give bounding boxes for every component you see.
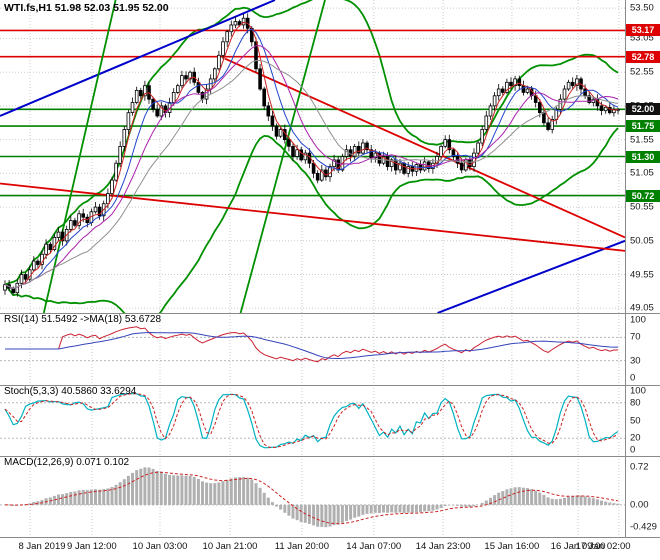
- chart-title: WTI.fs,H1 51.98 52.03 51.95 52.00: [4, 2, 169, 14]
- axis-tick-label: 50.55: [630, 201, 654, 213]
- time-label: 9 Jan 12:00: [67, 541, 117, 552]
- price-level-badge: 51.30: [626, 150, 660, 163]
- axis-tick-label: 49.55: [630, 269, 654, 281]
- time-label: 14 Jan 23:00: [415, 541, 471, 552]
- rsi-panel: RSI(14) 51.5492 ->MA(18) 53.6728 100 70 30…: [0, 313, 660, 385]
- panel-separator[interactable]: [0, 313, 660, 314]
- axis-tick-label: 0.00: [630, 499, 649, 511]
- axis-tick-label: 20: [630, 432, 641, 444]
- time-axis[interactable]: 8 Jan 2019 9 Jan 12:00 10 Jan 03:00 10 Jan …: [0, 537, 660, 560]
- rsi-axis: 100 70 30 0: [626, 313, 660, 385]
- macd-canvas[interactable]: [0, 456, 660, 537]
- price-chart-canvas[interactable]: [0, 0, 660, 313]
- time-label: 17 Jan 02:00: [575, 541, 631, 552]
- axis-tick-label: 100: [630, 385, 646, 397]
- axis-tick-label: 51.55: [630, 134, 654, 146]
- panel-separator[interactable]: [0, 385, 660, 386]
- time-label: 8 Jan 2019: [18, 541, 66, 552]
- macd-panel: MACD(12,26,9) 0.071 0.102 0.72 0.00 -0.429: [0, 456, 660, 537]
- axis-tick-label: 50: [630, 415, 641, 426]
- price-chart-panel: WTI.fs,H1 51.98 52.03 51.95 52.00 53.50 5…: [0, 0, 660, 313]
- stochastic-axis: 100 80 50 20 0: [626, 385, 660, 456]
- time-label: 16 Jan 09:00: [550, 541, 606, 552]
- rsi-canvas[interactable]: [0, 313, 660, 385]
- time-label: 10 Jan 03:00: [132, 541, 188, 552]
- axis-tick-label: 100: [630, 314, 646, 326]
- macd-label: MACD(12,26,9) 0.071 0.102: [4, 457, 130, 468]
- axis-tick-label: -0.429: [630, 521, 657, 533]
- axis-tick-label: 80: [630, 397, 641, 409]
- panel-separator[interactable]: [0, 456, 660, 457]
- panel-separator: [0, 537, 660, 538]
- price-level-badge: 51.75: [626, 120, 660, 133]
- rsi-label: RSI(14) 51.5492 ->MA(18) 53.6728: [4, 314, 162, 325]
- time-label: 14 Jan 07:00: [346, 541, 402, 552]
- axis-tick-label: 50.05: [630, 235, 654, 247]
- axis-tick-label: 0: [630, 444, 636, 456]
- axis-tick-label: 0: [630, 372, 636, 384]
- stochastic-label: Stoch(5,3,3) 40.5860 33.6294: [4, 386, 137, 397]
- stochastic-panel: Stoch(5,3,3) 40.5860 33.6294 100 80 50 20 0: [0, 385, 660, 456]
- price-level-badge: 52.00: [626, 103, 660, 116]
- price-level-badge: 53.17: [626, 24, 660, 37]
- axis-tick-label: 51.05: [630, 167, 654, 179]
- time-label: 15 Jan 16:00: [484, 541, 540, 552]
- axis-tick-label: 70: [630, 331, 641, 343]
- price-level-badge: 50.72: [626, 189, 660, 202]
- axis-tick-label: 49.05: [630, 302, 654, 313]
- axis-separator: [625, 0, 626, 537]
- axis-tick-label: 53.50: [630, 2, 654, 14]
- time-label: 10 Jan 21:00: [202, 541, 258, 552]
- axis-tick-label: 53.05: [630, 32, 654, 44]
- axis-tick-label: 52.55: [630, 66, 654, 78]
- price-axis[interactable]: 53.5053.0552.5552.0551.5551.0550.5550.05…: [626, 0, 660, 313]
- axis-tick-label: 0.72: [630, 461, 649, 473]
- macd-axis: 0.72 0.00 -0.429: [626, 456, 660, 537]
- axis-tick-label: 30: [630, 355, 641, 367]
- price-level-badge: 52.78: [626, 50, 660, 63]
- stochastic-canvas[interactable]: [0, 385, 660, 456]
- time-label: 11 Jan 20:00: [274, 541, 329, 552]
